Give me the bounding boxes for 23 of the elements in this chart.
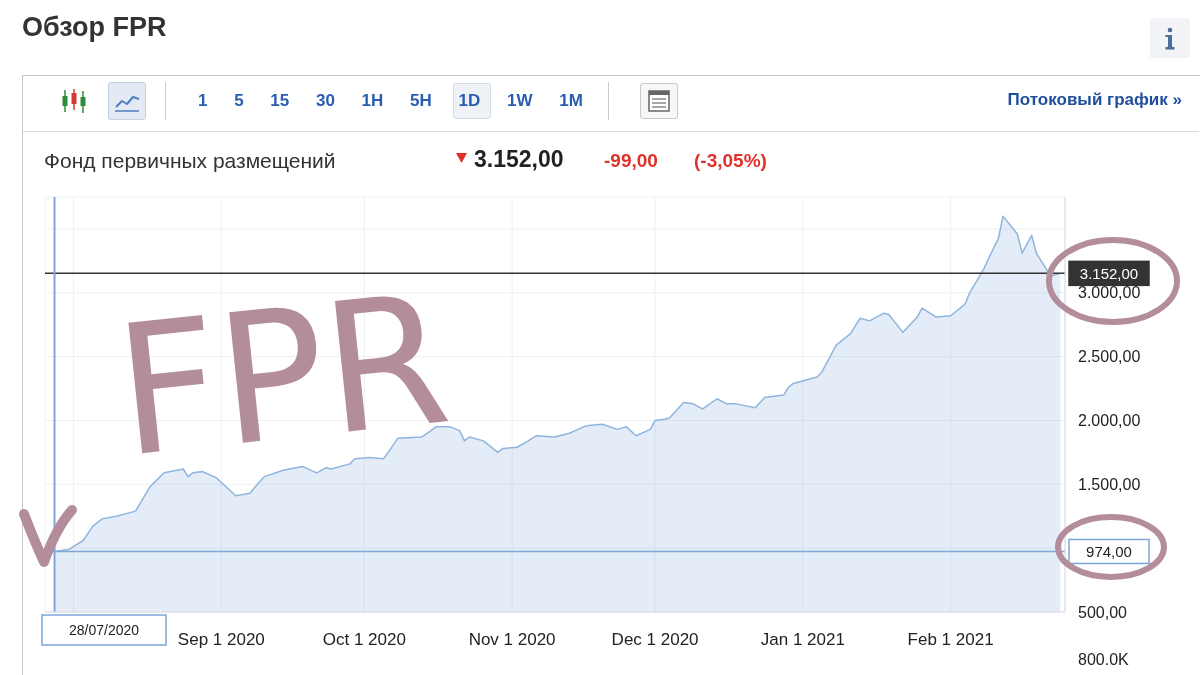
chart-title: Обзор FPR <box>22 12 167 43</box>
y-tick-label: 500,00 <box>1078 603 1128 621</box>
chart-subtitle: Фонд первичных размещений <box>44 149 336 173</box>
ref-line-label: 974,00 <box>1086 542 1132 560</box>
y-tick-label: 3.000,00 <box>1078 284 1141 302</box>
ref-line-label: 28/07/2020 <box>68 621 140 638</box>
x-tick-label: Oct 1 2020 <box>322 630 406 650</box>
text: 1 5 15 30 1H 5H 1D 1W 1M <box>198 91 583 111</box>
text: -99,00 <box>604 150 658 172</box>
x-tick-label: Nov 1 2020 <box>468 630 556 650</box>
x-tick-label: Dec 1 2020 <box>611 630 699 650</box>
text: (-3,05%) <box>694 150 767 172</box>
ref-line-label: 3.152,00 <box>1079 264 1139 282</box>
text: 800.0K <box>1078 651 1129 669</box>
y-tick-label: 2.500,00 <box>1078 348 1141 366</box>
annotation: FPR <box>107 253 465 497</box>
text: Потоковый график » <box>1007 90 1182 110</box>
text: 3.152,00 <box>474 146 564 173</box>
y-tick-label: 1.500,00 <box>1078 475 1141 493</box>
x-tick-label: Jan 1 2021 <box>760 630 845 650</box>
y-tick-label: 2.000,00 <box>1078 412 1141 430</box>
x-tick-label: Feb 1 2021 <box>907 630 994 650</box>
x-tick-label: Sep 1 2020 <box>177 630 265 650</box>
